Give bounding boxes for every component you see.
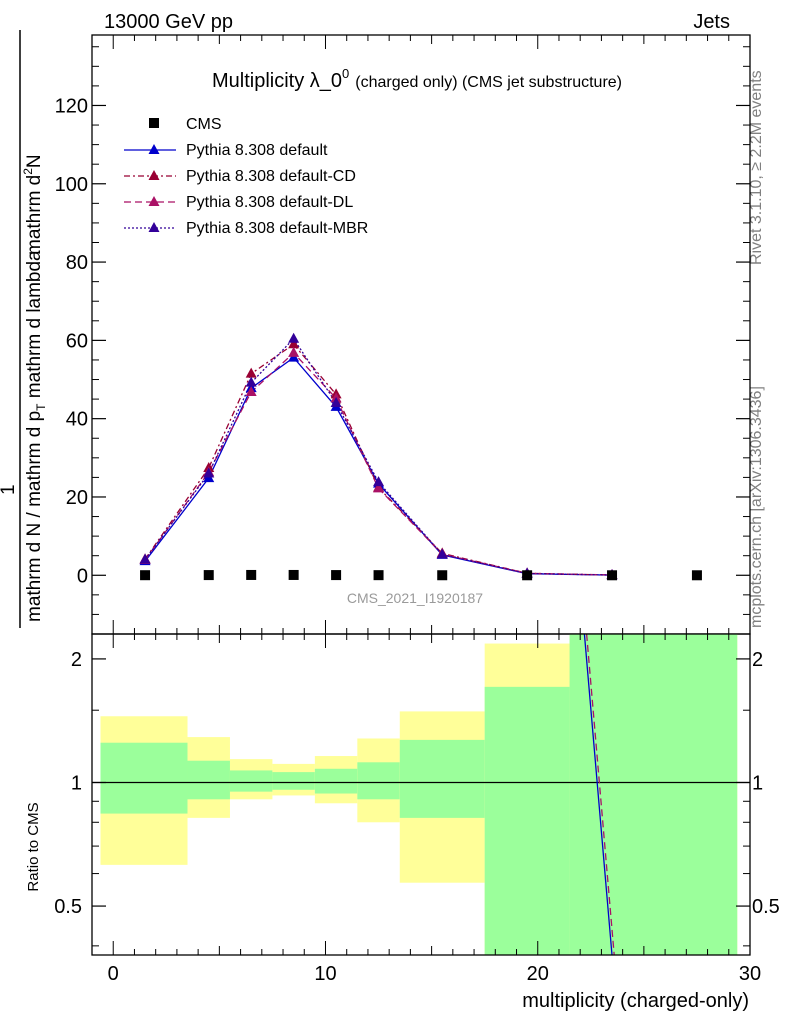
mcplots-label: mcplots.cern.ch [arXiv:1306.3436]: [748, 386, 765, 628]
upper-y-tick-label: 80: [66, 252, 88, 274]
ratio-y-tick-label: 1: [71, 772, 82, 794]
upper-panel: [92, 35, 750, 634]
ratio-band-inner-6: [399, 739, 485, 818]
series-3-marker: [288, 332, 300, 343]
ratio-y-tick-label-right: 1: [752, 772, 763, 794]
cms-data-point: [203, 570, 214, 581]
legend: CMS Pythia 8.308 default Pythia 8.308 defa…: [124, 116, 368, 237]
analysis-watermark: CMS_2021_I1920187: [347, 590, 483, 606]
cms-data-point: [288, 569, 299, 580]
ratio-frame: [91, 633, 751, 956]
upper-y-axis-label: mathrm d2N mathrm d N / mathrm d pT math…: [0, 30, 48, 628]
legend-marker-2: [148, 196, 160, 206]
ratio-y-tick-label-right: 0.5: [752, 896, 780, 918]
series-2-marker: [288, 346, 300, 357]
ratio-band-inner-4: [314, 768, 358, 794]
rivet-version-label: Rivet 3.1.10, ≥ 2.2M events: [748, 70, 765, 265]
cms-data-point: [437, 570, 448, 581]
ratio-band-inner-0: [100, 742, 188, 814]
header-energy-label: 13000 GeV pp: [104, 11, 233, 33]
ratio-axes: 0.5 0.51 12 20 10 20 30: [54, 633, 780, 985]
legend-marker-3: [148, 222, 160, 232]
series-3-marker: [436, 548, 448, 559]
ratio-y-axis-label: Ratio to CMS: [25, 802, 42, 891]
series-3-marker: [139, 553, 151, 564]
ratio-band-inner-5: [357, 762, 400, 800]
chart-title-main: Multiplicity λ_0: [212, 70, 342, 92]
chart-title-suffix: (charged only) (CMS jet substructure): [355, 74, 622, 91]
upper-y-tick-label: 40: [66, 409, 88, 431]
cms-data-point: [246, 569, 257, 580]
legend-cms-marker: [149, 118, 159, 128]
header-category-label: Jets: [693, 11, 730, 33]
x-tick-label: 30: [739, 963, 761, 985]
ratio-band-inner-2: [229, 770, 273, 792]
cms-data-point: [331, 570, 342, 581]
upper-y-tick-label: 120: [55, 95, 88, 117]
chart-title-sup: 0: [342, 66, 349, 81]
ratio-bands-clip: [100, 634, 738, 955]
upper-plot-area: [92, 35, 750, 634]
ylabel-upper-denominator: mathrm d N / mathrm d pT mathrm d lambda: [24, 250, 48, 622]
legend-marker-0: [148, 144, 160, 154]
cms-data-point: [373, 570, 384, 581]
ratio-band-inner-3: [272, 772, 315, 790]
series-3-marker: [373, 476, 385, 487]
upper-y-tick-label: 100: [55, 174, 88, 196]
x-tick-label: 0: [108, 963, 119, 985]
x-tick-label: 20: [527, 963, 549, 985]
ratio-y-tick-label: 2: [71, 649, 82, 671]
ratio-series-line-1: [585, 634, 615, 955]
x-axis-label: multiplicity (charged-only): [522, 990, 749, 1012]
x-tick-label: 10: [314, 963, 336, 985]
ratio-series-clip: [92, 634, 750, 955]
series-3-marker: [245, 376, 257, 387]
ratio-band-inner-1: [187, 760, 230, 800]
cms-data-point: [607, 570, 618, 581]
ratio-band-inner-7: [484, 686, 570, 955]
upper-y-tick-label: 20: [66, 487, 88, 509]
legend-label-2: Pythia 8.308 default-DL: [186, 194, 353, 211]
legend-marker-1: [148, 170, 160, 180]
ratio-series-line-0: [583, 634, 613, 955]
series-2-marker: [373, 482, 385, 493]
series-2-marker: [245, 386, 257, 397]
series-3-marker: [330, 397, 342, 408]
ratio-y-tick-label-right: 2: [752, 649, 763, 671]
upper-series-clip: [139, 332, 702, 581]
chart-title: Multiplicity λ_00 (charged only) (CMS jet…: [212, 66, 622, 92]
ylabel-upper-prefix: 1: [0, 484, 19, 495]
ratio-y-tick-label: 0.5: [54, 896, 82, 918]
series-1-marker: [288, 338, 300, 349]
upper-y-tick-label: 0: [77, 565, 88, 587]
ratio-series-layer: [92, 634, 750, 955]
cms-data-point: [140, 570, 151, 581]
series-1-marker: [245, 367, 257, 378]
cms-data-point: [691, 570, 702, 581]
legend-label-1: Pythia 8.308 default-CD: [186, 168, 356, 185]
legend-label-3: Pythia 8.308 default-MBR: [186, 220, 368, 237]
ratio-bands: [100, 634, 738, 955]
upper-series-layer: [139, 332, 702, 581]
legend-cms-label: CMS: [186, 116, 222, 133]
legend-label-0: Pythia 8.308 default: [186, 142, 328, 159]
series-3-marker: [203, 467, 215, 478]
cms-data-point: [522, 570, 533, 581]
upper-y-tick-label: 60: [66, 330, 88, 352]
ratio-band-inner-8: [569, 634, 738, 955]
ylabel-upper-numerator: mathrm d2N: [21, 154, 45, 255]
